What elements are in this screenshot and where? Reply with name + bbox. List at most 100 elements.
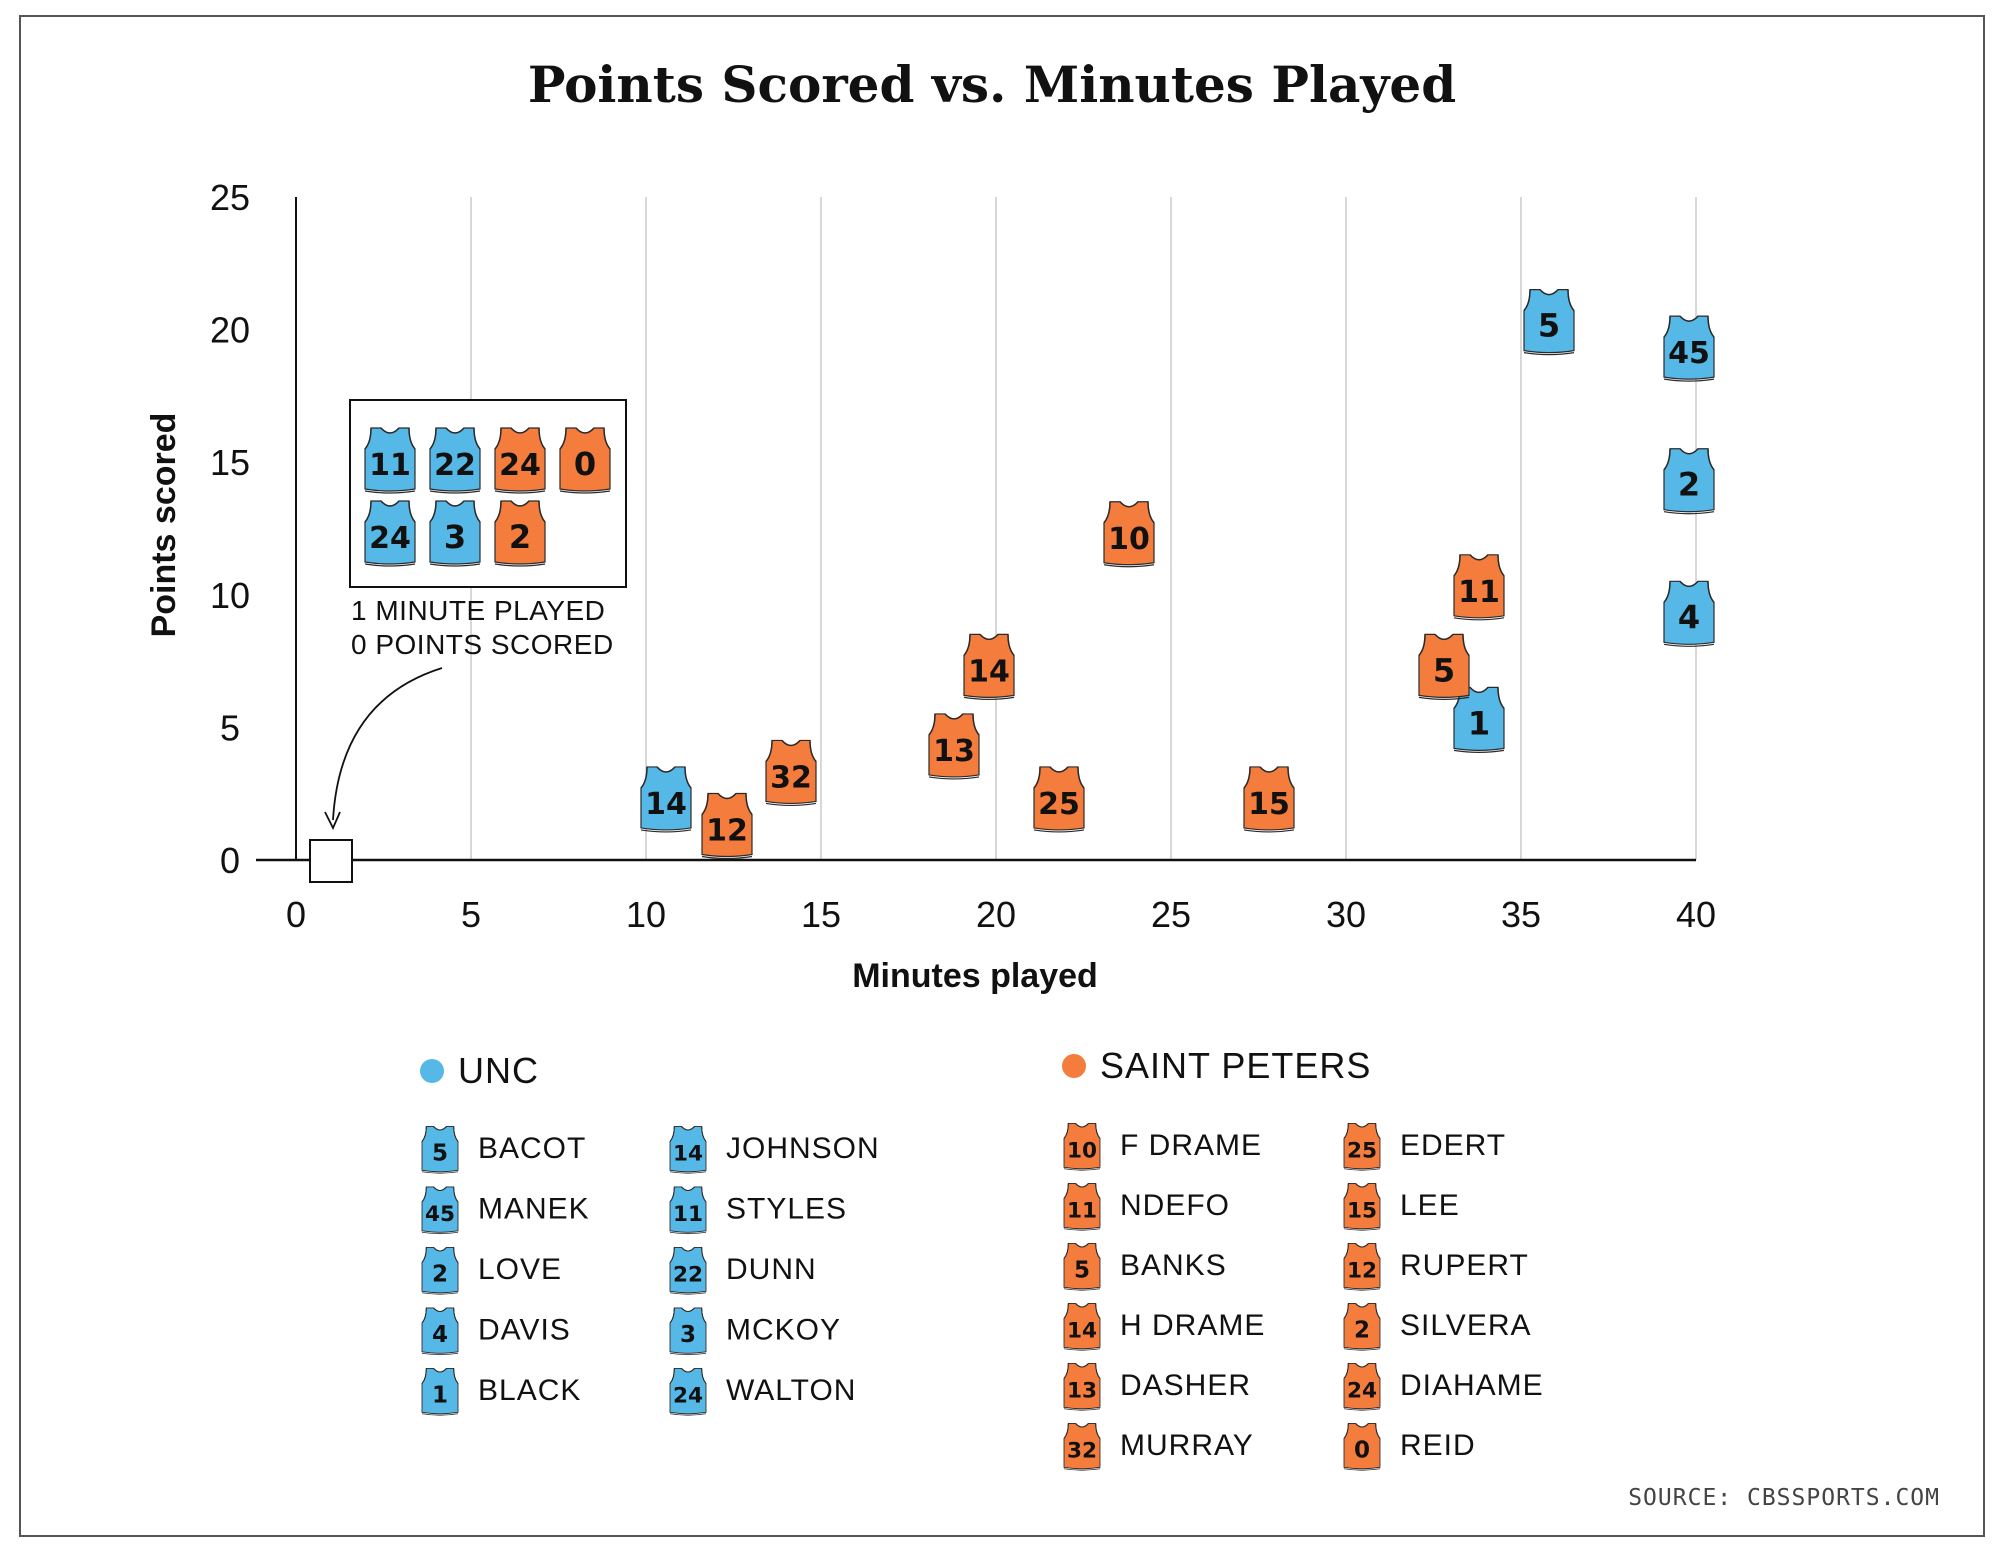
point-unc-5: 5: [1523, 289, 1575, 356]
y-tick-label: 20: [210, 310, 250, 351]
x-tick-label: 15: [801, 894, 841, 935]
point-unc-1: 1: [1453, 686, 1505, 753]
legend-jersey-24: 24: [1343, 1362, 1381, 1411]
legend-player-name: H DRAME: [1120, 1309, 1265, 1342]
legend-player-name: DIAHAME: [1400, 1369, 1544, 1402]
jersey-number: 11: [1458, 575, 1500, 610]
jersey-number: 24: [499, 448, 541, 483]
jersey-number: 14: [1067, 1318, 1097, 1343]
legend-player-name: DASHER: [1120, 1369, 1251, 1402]
legend-jersey-13: 13: [1063, 1362, 1101, 1411]
legend-player-name: LOVE: [478, 1253, 562, 1286]
point-saint-peters-13: 13: [928, 713, 980, 780]
legend-jersey-45: 45: [421, 1186, 459, 1235]
point-unc-45: 45: [1663, 315, 1715, 382]
callout-jersey-24: 24: [364, 500, 416, 567]
x-tick-label: 30: [1326, 894, 1366, 935]
x-tick-label: 0: [286, 894, 306, 935]
y-tick-label: 25: [210, 177, 250, 218]
jersey-number: 11: [369, 448, 411, 483]
source-note: SOURCE: CBSSPORTS.COM: [1628, 1485, 1940, 1511]
y-tick-label: 10: [210, 575, 250, 616]
legend-player-name: SILVERA: [1400, 1309, 1532, 1342]
legend-jersey-12: 12: [1343, 1242, 1381, 1291]
jersey-number: 10: [1108, 522, 1150, 557]
callout-text-line: 0 POINTS SCORED: [351, 629, 614, 660]
legend-team-label: SAINT PETERS: [1100, 1045, 1371, 1086]
callout-text-line: 1 MINUTE PLAYED: [351, 595, 605, 626]
y-axis-label: Points scored: [145, 413, 183, 638]
jersey-number: 5: [1074, 1257, 1090, 1283]
legend-dot-unc: [420, 1059, 444, 1083]
legend-jersey-22: 22: [669, 1246, 707, 1295]
jersey-number: 22: [434, 448, 476, 483]
jersey-number: 45: [1668, 336, 1710, 371]
jersey-number: 5: [1433, 651, 1455, 689]
point-saint-peters-10: 10: [1103, 501, 1155, 568]
point-saint-peters-12: 12: [701, 792, 753, 860]
jersey-number: 32: [1067, 1438, 1097, 1463]
jersey-number: 14: [645, 787, 687, 822]
callout-jersey-0: 0: [559, 427, 611, 494]
jersey-number: 3: [444, 518, 466, 556]
jersey-number: 4: [1678, 598, 1700, 636]
legend-player-name: BLACK: [478, 1374, 581, 1407]
chart-title: Points Scored vs. Minutes Played: [528, 55, 1456, 114]
point-saint-peters-25: 25: [1033, 766, 1085, 833]
legend-player-name: MCKOY: [726, 1314, 841, 1347]
jersey-number: 13: [933, 734, 975, 769]
legend-jersey-11: 11: [669, 1186, 707, 1235]
jersey-number: 5: [1538, 307, 1560, 345]
gridlines: [470, 197, 1697, 860]
callout-jersey-3: 3: [429, 500, 481, 567]
axes: [256, 197, 1696, 862]
jersey-number: 5: [432, 1140, 448, 1166]
jersey-number: 24: [1347, 1378, 1377, 1403]
x-tick-label: 25: [1151, 894, 1191, 935]
x-tick-label: 10: [626, 894, 666, 935]
jersey-number: 12: [706, 813, 748, 848]
jersey-number: 2: [432, 1261, 448, 1287]
point-unc-2: 2: [1663, 448, 1715, 515]
jersey-number: 2: [1354, 1317, 1370, 1343]
legend-jersey-14: 14: [1063, 1302, 1101, 1351]
jersey-number: 15: [1347, 1198, 1377, 1223]
legend-jersey-0: 0: [1343, 1422, 1381, 1471]
jersey-number: 0: [1354, 1437, 1370, 1463]
x-tick-label: 20: [976, 894, 1016, 935]
point-saint-peters-14: 14: [963, 633, 1015, 700]
jersey-number: 0: [574, 445, 596, 483]
jersey-number: 14: [673, 1141, 703, 1166]
legend-player-name: MURRAY: [1120, 1429, 1254, 1462]
callout-jersey-24: 24: [494, 427, 546, 494]
legend-player-name: MANEK: [478, 1193, 590, 1226]
x-tick-label: 40: [1676, 894, 1716, 935]
legend-player-name: F DRAME: [1120, 1129, 1262, 1162]
x-axis-label: Minutes played: [852, 957, 1098, 995]
legend-jersey-1: 1: [421, 1367, 459, 1416]
legend-dot-saint-peters: [1062, 1054, 1086, 1078]
jersey-number: 1: [1468, 704, 1490, 742]
legend-jersey-5: 5: [1063, 1242, 1101, 1291]
legend-player-name: NDEFO: [1120, 1189, 1230, 1222]
jersey-number: 25: [1347, 1138, 1377, 1163]
jersey-number: 11: [1067, 1198, 1097, 1223]
legend: UNC 5 BACOT 45 MANEK 2 LOVE 4 DAVIS 1 BLACK 14 JOHNS…: [420, 1045, 1544, 1471]
legend-jersey-2: 2: [1343, 1302, 1381, 1351]
jersey-number: 11: [673, 1202, 703, 1227]
jersey-number: 22: [673, 1262, 703, 1287]
legend-jersey-32: 32: [1063, 1422, 1101, 1471]
jersey-number: 14: [968, 654, 1010, 689]
legend-jersey-10: 10: [1063, 1122, 1101, 1171]
jersey-number: 13: [1067, 1378, 1097, 1403]
callout-arrow: [332, 667, 443, 821]
legend-jersey-4: 4: [421, 1307, 459, 1356]
legend-player-name: BACOT: [478, 1132, 586, 1165]
legend-player-name: DUNN: [726, 1253, 817, 1286]
y-tick-label: 5: [220, 707, 240, 748]
jersey-number: 32: [770, 760, 812, 795]
data-points: 5 45 2 4 1 14 10 11 5 14 13 32 25 15 12: [640, 289, 1715, 860]
